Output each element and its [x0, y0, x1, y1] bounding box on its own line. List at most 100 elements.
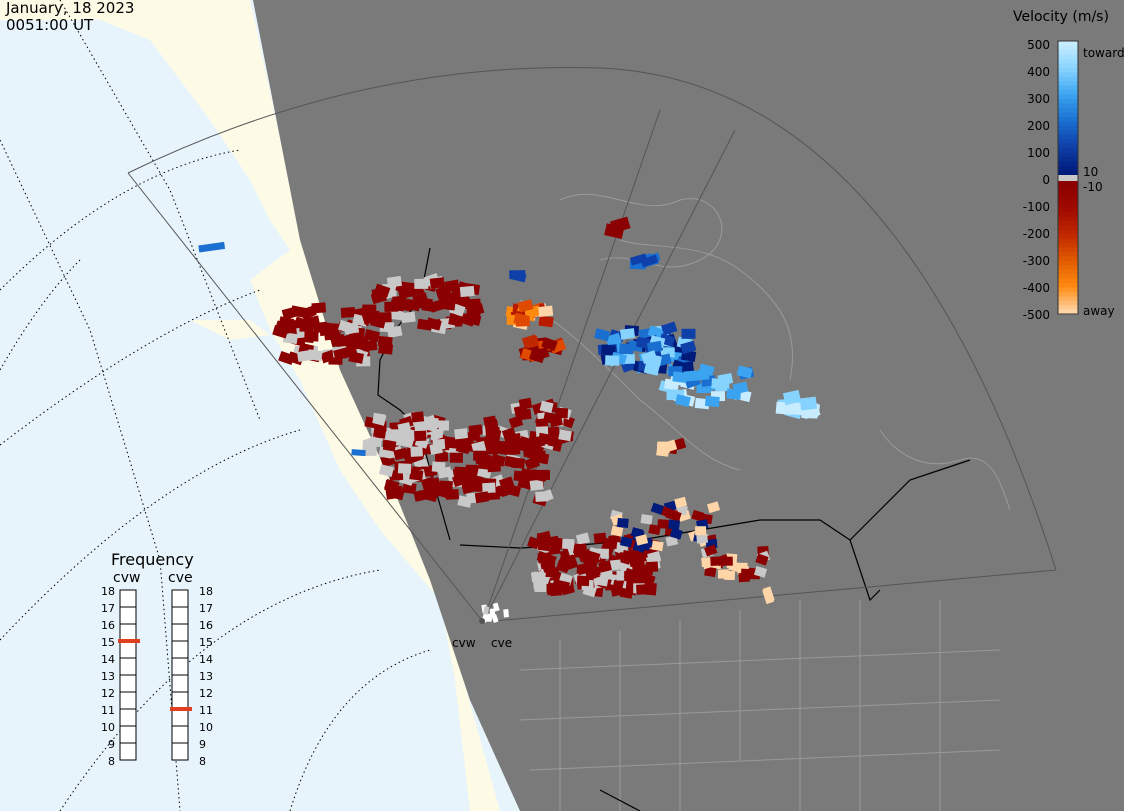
frequency-cell — [119, 589, 137, 608]
echo-cell — [604, 223, 625, 240]
echo-cell — [444, 279, 460, 292]
frequency-scale-label: 10 — [199, 721, 213, 734]
frequency-cell — [171, 657, 189, 676]
echo-cell — [448, 314, 464, 327]
frequency-scale-label: 14 — [101, 653, 115, 666]
frequency-cell — [119, 623, 137, 642]
echo-cell — [647, 550, 662, 564]
echo-cell — [449, 293, 464, 304]
observation-time: 0051:00 UT — [6, 16, 94, 34]
frequency-cell — [119, 725, 137, 744]
frequency-cell — [171, 674, 189, 693]
echo-cell — [440, 298, 456, 311]
echo-cell — [537, 552, 551, 564]
echo-cell — [721, 556, 733, 566]
echo-cell — [738, 572, 751, 583]
echo-cell — [509, 270, 527, 283]
echo-cell — [437, 466, 452, 479]
echo-cell — [555, 407, 569, 419]
echo-cell — [610, 525, 624, 537]
echo-cell — [397, 463, 412, 474]
echo-cell — [643, 362, 660, 376]
echo-cell — [640, 514, 653, 525]
echo-cell — [627, 548, 641, 561]
echo-cell — [672, 371, 688, 383]
echo-cell — [651, 540, 664, 552]
legend-colorbar — [1057, 40, 1079, 315]
echo-cell — [799, 396, 818, 411]
echo-cell — [513, 470, 528, 482]
echo-cell — [449, 452, 464, 463]
echo-cell — [736, 365, 753, 379]
legend-tick-label: 200 — [1027, 119, 1050, 133]
frequency-cell — [119, 640, 137, 659]
echo-cell — [409, 469, 424, 481]
echo-cell — [413, 489, 429, 502]
legend-tick-label: 500 — [1027, 38, 1050, 52]
frequency-scale-label: 16 — [101, 619, 115, 632]
echo-cell — [438, 486, 454, 500]
echo-cell — [340, 307, 356, 318]
echo-cell — [364, 445, 377, 457]
coastlines — [519, 193, 1011, 811]
echo-cell — [459, 312, 476, 327]
echo-cell — [373, 283, 391, 298]
frequency-cell — [171, 708, 189, 727]
echo-cell — [311, 302, 327, 314]
legend-neg10-label: -10 — [1083, 180, 1103, 194]
legend-tick-label: -100 — [1023, 200, 1050, 214]
legend-tick-label: -500 — [1023, 308, 1050, 322]
echo-cell — [674, 496, 688, 509]
frequency-scale-label: 11 — [101, 704, 115, 717]
echo-cell — [619, 343, 634, 355]
echo-cell — [274, 320, 292, 334]
echo-cell — [329, 333, 347, 348]
frequency-cell — [119, 742, 137, 761]
echo-cell — [646, 340, 663, 353]
frequency-cve-label: cve — [168, 570, 193, 586]
echo-cell — [333, 347, 350, 361]
echo-cell — [402, 482, 417, 494]
frequency-scale-label: 17 — [199, 602, 213, 615]
echo-cell — [656, 442, 670, 455]
echo-cell — [619, 328, 636, 340]
echo-cell — [640, 254, 659, 268]
legend-tick-label: -300 — [1023, 254, 1050, 268]
echo-cell — [704, 566, 717, 578]
echo-cell — [382, 439, 397, 452]
echo-cell — [424, 419, 439, 432]
echo-cell — [456, 437, 471, 450]
echo-cell — [466, 298, 481, 310]
echo-cell — [529, 479, 544, 491]
frequency-scale-label: 13 — [199, 670, 213, 683]
echo-cell — [390, 429, 404, 440]
radar-label-cvw: cvw — [452, 636, 476, 650]
echo-cell — [691, 509, 705, 522]
frequency-cell — [171, 640, 189, 659]
echo-cells — [198, 216, 821, 624]
echo-cell — [535, 491, 549, 502]
echo-cell — [425, 477, 442, 491]
echo-cell — [392, 295, 407, 307]
echo-cell — [436, 420, 450, 431]
frequency-scale-label: 15 — [199, 636, 213, 649]
echo-cell — [696, 533, 709, 544]
echo-cell — [483, 606, 490, 615]
echo-cell — [324, 322, 340, 334]
echo-cell — [704, 544, 718, 557]
echo-cell — [650, 502, 664, 515]
echo-cell — [577, 548, 593, 563]
echo-cell — [503, 609, 509, 618]
echo-cell — [645, 561, 659, 573]
echo-cell — [518, 397, 533, 410]
echo-cell — [681, 328, 696, 339]
echo-cell — [674, 394, 691, 408]
echo-cell — [549, 415, 563, 428]
legend-tick-label: -400 — [1023, 281, 1050, 295]
echo-cell — [601, 344, 616, 356]
echo-cell — [678, 361, 695, 374]
echo-cell — [414, 430, 427, 442]
echo-cell — [629, 253, 648, 266]
echo-cell — [482, 482, 496, 494]
